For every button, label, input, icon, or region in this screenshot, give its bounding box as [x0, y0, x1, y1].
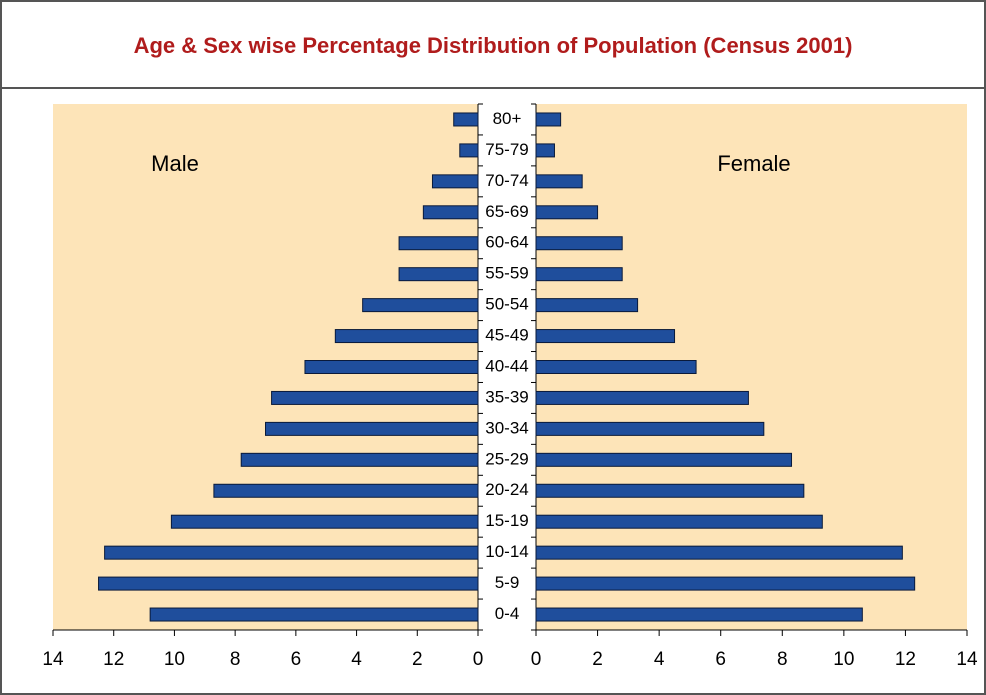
x-tick-label: 2 [412, 649, 423, 670]
x-tick-label: 6 [715, 649, 726, 670]
bar [149, 607, 479, 622]
x-tick-label: 14 [42, 649, 64, 670]
bar [535, 514, 823, 529]
category-label: 55-59 [485, 264, 528, 283]
x-tick-label: 8 [777, 649, 788, 670]
bar [104, 545, 479, 560]
series-label: Female [717, 151, 790, 176]
category-label: 10-14 [485, 542, 528, 561]
bar [240, 452, 479, 467]
bar [535, 174, 583, 189]
category-label: 80+ [493, 109, 522, 128]
bar [535, 607, 863, 622]
bar [535, 452, 793, 467]
bar [535, 236, 623, 251]
bar [362, 298, 479, 313]
x-tick-label: 8 [230, 649, 241, 670]
category-label: 5-9 [495, 573, 520, 592]
x-tick-label: 4 [351, 649, 362, 670]
category-label: 20-24 [485, 480, 528, 499]
bar [535, 483, 805, 498]
x-tick-label: 10 [833, 649, 854, 670]
bar [453, 112, 479, 127]
category-label: 65-69 [485, 202, 528, 221]
series-label: Male [151, 151, 199, 176]
category-label: 50-54 [485, 295, 528, 314]
bar [265, 421, 479, 436]
x-tick-label: 0 [473, 649, 484, 670]
bar [304, 360, 479, 374]
bar [459, 143, 479, 158]
bar [535, 360, 697, 374]
bar [535, 576, 916, 591]
x-tick-label: 6 [291, 649, 302, 670]
category-label: 45-49 [485, 326, 528, 345]
bar [170, 514, 479, 529]
bar [213, 483, 479, 498]
bar [98, 576, 479, 591]
bar [271, 390, 479, 405]
x-tick-label: 14 [956, 649, 978, 670]
bar [535, 143, 555, 158]
category-label: 35-39 [485, 387, 528, 406]
x-tick-label: 0 [531, 649, 542, 670]
category-label: 60-64 [485, 233, 528, 252]
bar [535, 329, 676, 344]
x-tick-label: 10 [164, 649, 185, 670]
bar [535, 267, 623, 282]
category-label: 75-79 [485, 140, 528, 159]
category-label: 15-19 [485, 511, 528, 530]
category-label: 25-29 [485, 449, 528, 468]
chart-title: Age & Sex wise Percentage Distribution o… [134, 33, 853, 58]
category-label: 30-34 [485, 418, 528, 437]
bar [535, 421, 765, 436]
bar [334, 329, 479, 344]
bar [422, 205, 479, 220]
x-tick-label: 12 [103, 649, 124, 670]
bar [398, 236, 479, 251]
x-tick-label: 2 [592, 649, 603, 670]
x-tick-label: 4 [654, 649, 665, 670]
bar [535, 205, 599, 220]
x-tick-label: 12 [895, 649, 916, 670]
bar [535, 112, 562, 127]
category-label: 70-74 [485, 171, 528, 190]
bar [431, 174, 479, 189]
category-label: 0-4 [495, 604, 520, 623]
bar [535, 545, 903, 560]
bar [535, 298, 639, 313]
category-label: 40-44 [485, 356, 528, 375]
bar [535, 390, 749, 405]
bar [398, 267, 479, 282]
